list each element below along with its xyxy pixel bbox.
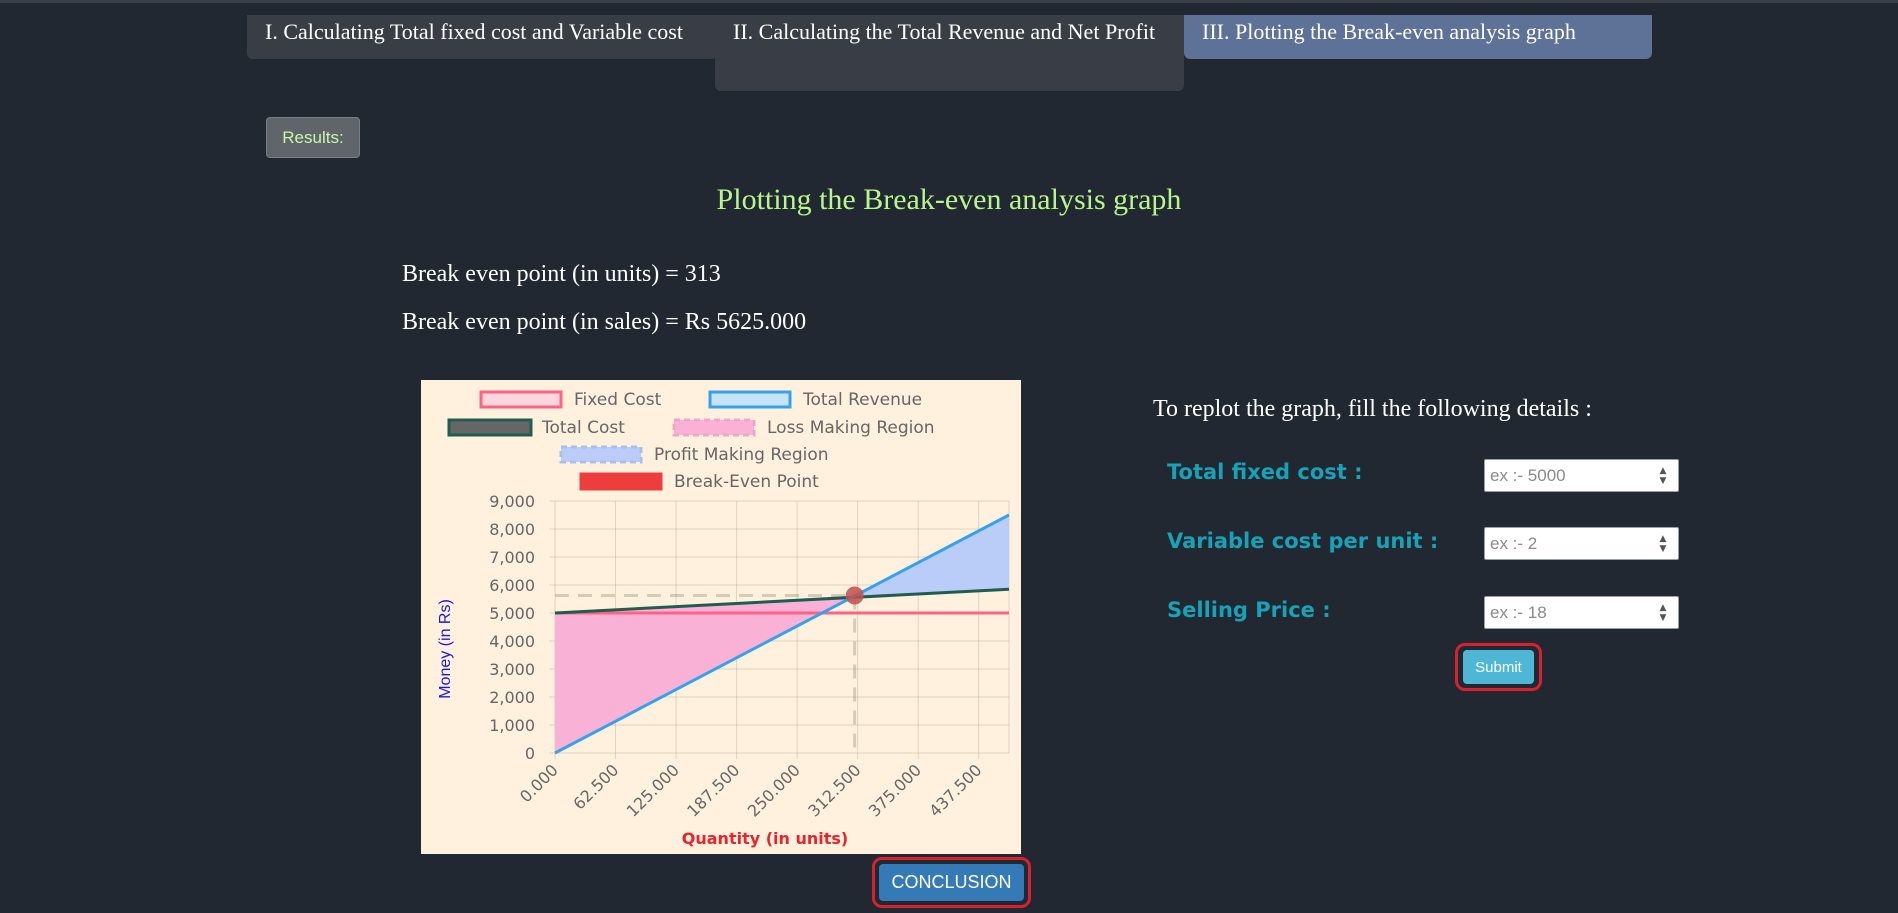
variable-cost-spinner-icon[interactable]: ▲ ▼: [1659, 533, 1667, 554]
variable-cost-label: Variable cost per unit :: [1167, 529, 1439, 553]
x-tick-label: 437.500: [925, 760, 985, 820]
legend-swatch: [708, 390, 792, 409]
legend-label: Fixed Cost: [574, 390, 662, 410]
total-revenue-line: [554, 513, 1010, 755]
y-tick-label: 7,000: [489, 548, 535, 567]
selling-price-input[interactable]: [1484, 596, 1679, 629]
y-tick-label: 0: [525, 744, 535, 763]
fixed-cost-spinner-icon[interactable]: ▲ ▼: [1659, 465, 1667, 486]
y-tick-label: 4,000: [489, 632, 535, 651]
results-button[interactable]: Results:: [266, 117, 360, 158]
y-tick-label: 6,000: [489, 576, 535, 595]
x-tick-label: 62.500: [569, 760, 622, 813]
y-tick-label: 8,000: [489, 520, 535, 539]
legend-label: Loss Making Region: [767, 418, 935, 438]
tab-revenue-net-profit[interactable]: II. Calculating the Total Revenue and Ne…: [715, 15, 1184, 91]
x-tick-label: 250.000: [744, 760, 804, 820]
tab-fixed-variable-cost[interactable]: I. Calculating Total fixed cost and Vari…: [247, 15, 717, 59]
submit-button[interactable]: Submit: [1463, 650, 1534, 684]
chart-legend: Fixed Cost Total Revenue Total Cost Loss Ma…: [447, 390, 935, 492]
break-even-sales-text: Break even point (in sales) = Rs 5625.00…: [402, 309, 807, 335]
x-tick-label: 187.500: [683, 760, 743, 820]
selling-price-spinner-icon[interactable]: ▲ ▼: [1659, 602, 1667, 623]
legend-swatch: [479, 390, 563, 409]
fixed-cost-input[interactable]: [1484, 459, 1679, 492]
fixed-cost-label: Total fixed cost :: [1167, 460, 1363, 484]
x-tick-label: 125.000: [623, 760, 683, 820]
legend-label: Profit Making Region: [654, 445, 829, 465]
y-tick-label: 1,000: [489, 716, 535, 735]
legend-label: Total Revenue: [802, 390, 922, 410]
break-even-units-text: Break even point (in units) = 313: [402, 261, 721, 287]
conclusion-highlight-ring: [872, 857, 1031, 908]
break-even-chart-svg: Fixed Cost Total Revenue Total Cost Loss Ma…: [437, 390, 1010, 848]
tab-break-even-graph[interactable]: III. Plotting the Break-even analysis gr…: [1184, 15, 1652, 59]
legend-swatch: [559, 445, 643, 464]
total-cost-line: [554, 587, 1010, 615]
break-even-chart: Fixed Cost Total Revenue Total Cost Loss Ma…: [421, 380, 1021, 854]
x-tick-label: 312.500: [804, 760, 864, 820]
legend-swatch: [579, 472, 663, 491]
y-tick-label: 2,000: [489, 688, 535, 707]
chart-x-axis-label: Quantity (in units): [682, 829, 848, 848]
legend-swatch: [447, 418, 533, 437]
y-tick-label: 3,000: [489, 660, 535, 679]
selling-price-label: Selling Price :: [1167, 598, 1331, 622]
y-tick-label: 5,000: [489, 604, 535, 623]
x-tick-label: 375.000: [865, 760, 925, 820]
y-tick-label: 9,000: [489, 492, 535, 511]
break-even-point-marker: [845, 586, 864, 605]
legend-label: Break-Even Point: [674, 472, 819, 492]
variable-cost-input[interactable]: [1484, 527, 1679, 560]
conclusion-button[interactable]: CONCLUSION: [879, 864, 1024, 901]
legend-label: Total Cost: [541, 418, 625, 438]
legend-swatch: [672, 418, 756, 437]
chart-y-axis-label: Money (in Rs): [437, 599, 454, 699]
top-border: [0, 0, 1898, 3]
page-title: Plotting the Break-even analysis graph: [716, 183, 1182, 216]
x-tick-label: 0.000: [516, 760, 562, 806]
submit-highlight-ring: [1455, 643, 1542, 691]
replot-instructions: To replot the graph, fill the following …: [1153, 396, 1592, 422]
chart-series: [554, 513, 1010, 755]
